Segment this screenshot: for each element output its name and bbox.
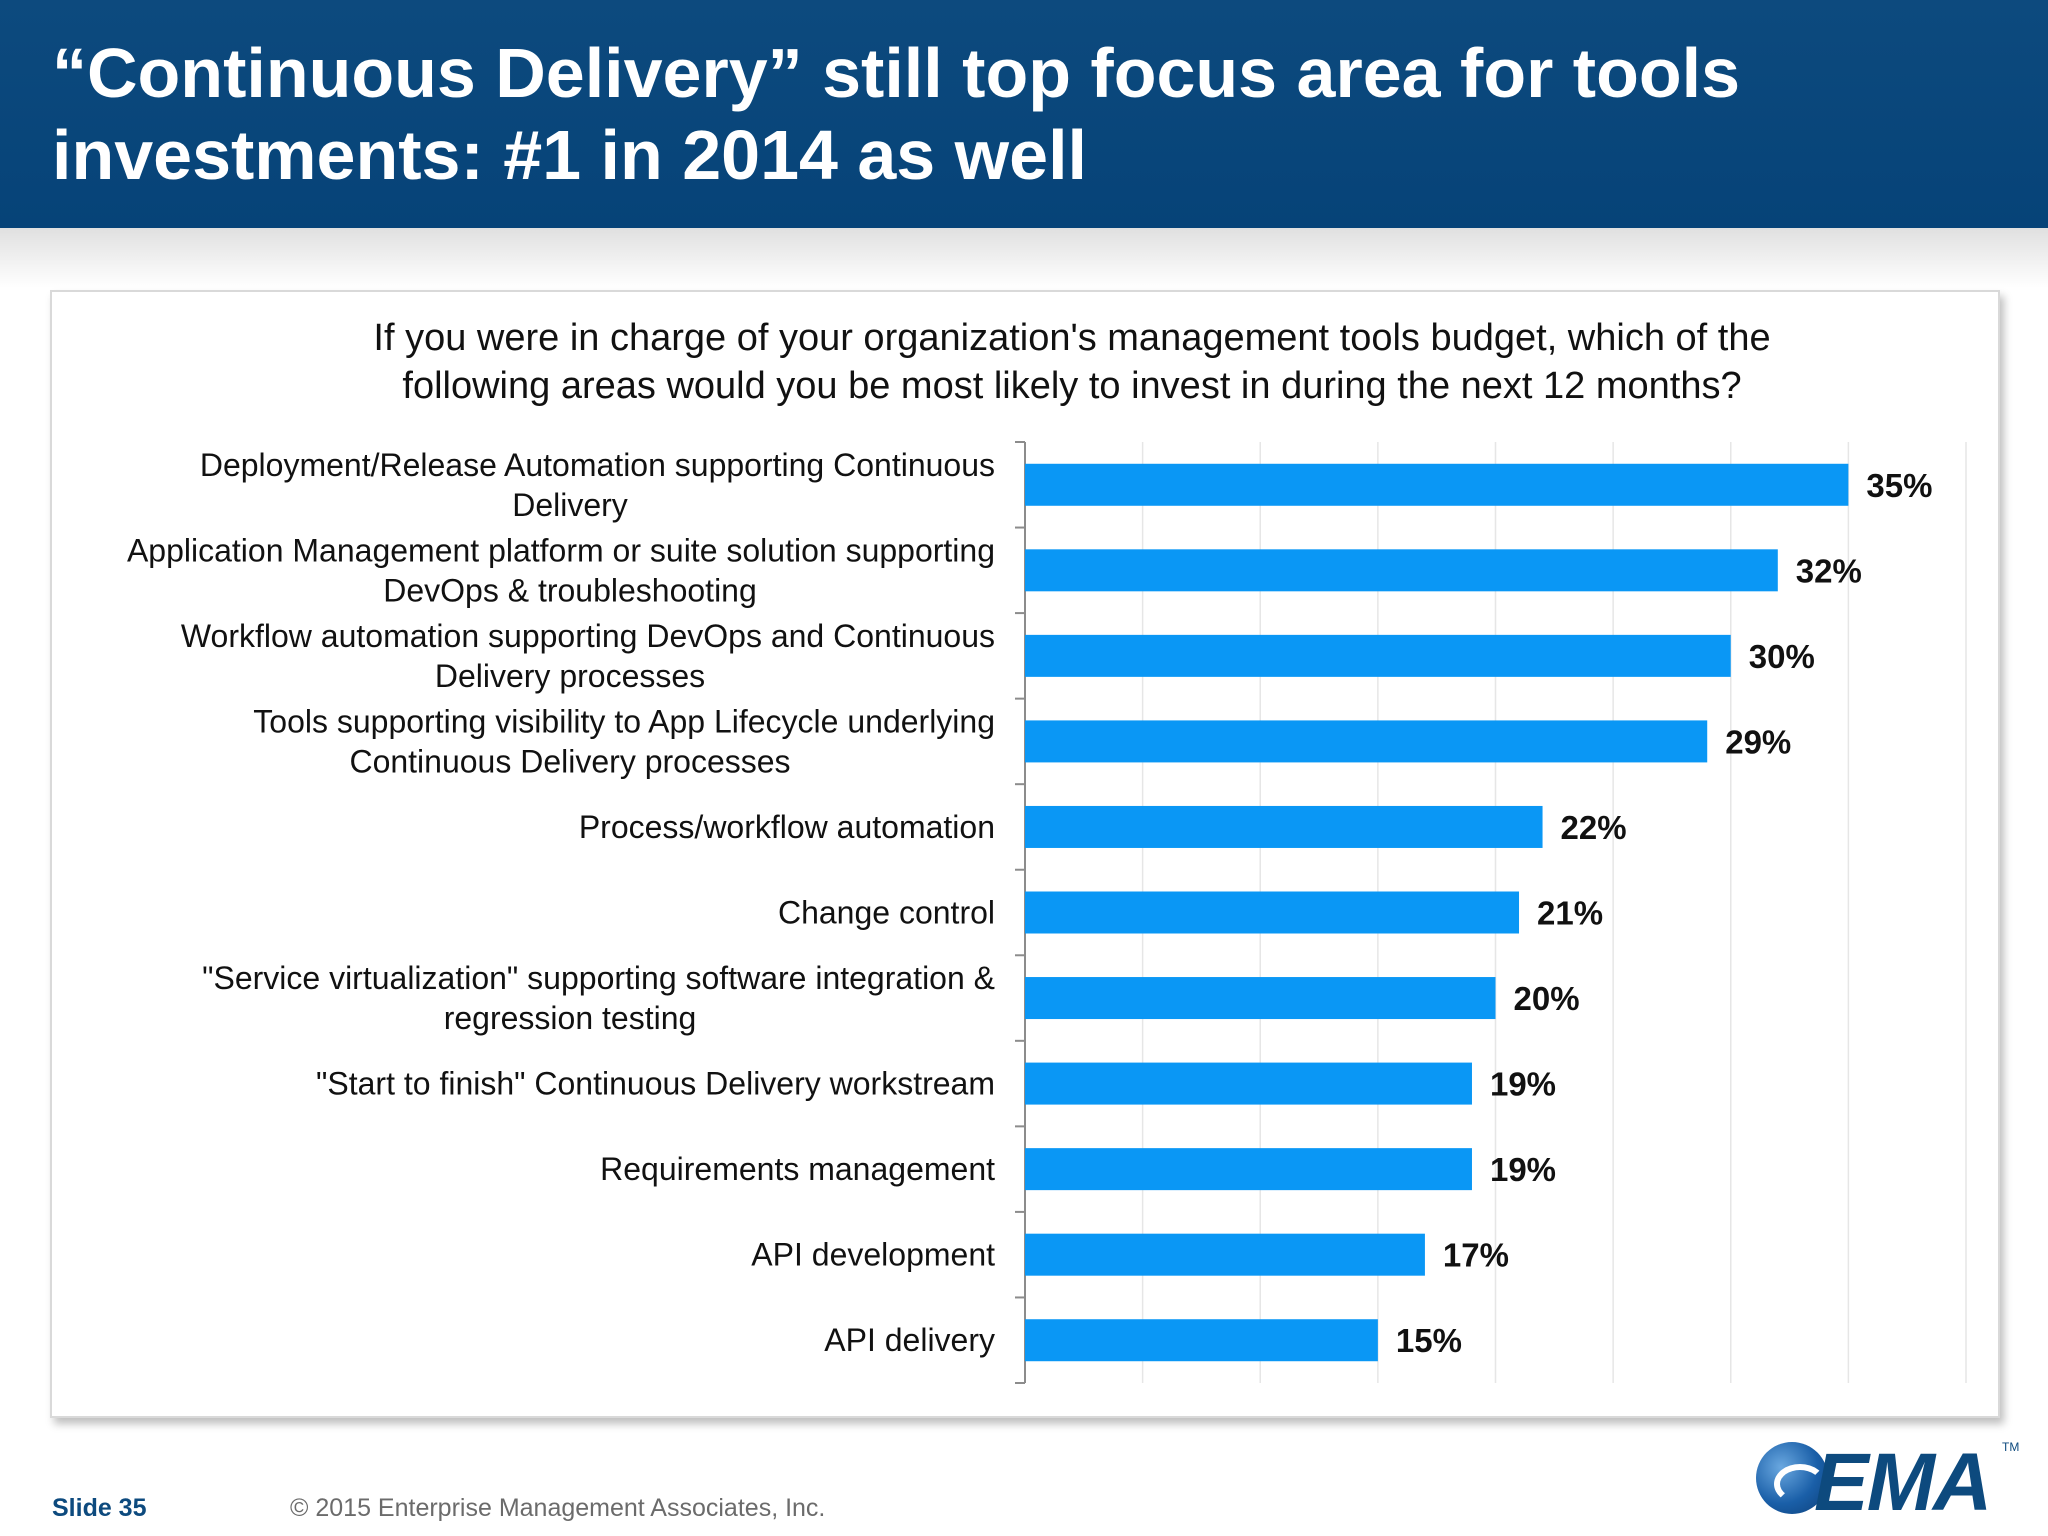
bar-value-label: 19% bbox=[1490, 1151, 1556, 1188]
category-label: API development bbox=[751, 1237, 995, 1273]
bar bbox=[1025, 549, 1778, 592]
bar-value-label: 35% bbox=[1866, 467, 1932, 504]
y-axis bbox=[1015, 441, 1026, 1384]
question-line-2: following areas would you be most likely… bbox=[402, 365, 1742, 407]
bar bbox=[1025, 1233, 1425, 1276]
category-label: Tools supporting visibility to App Lifec… bbox=[253, 703, 995, 739]
bar-value-label: 32% bbox=[1796, 552, 1862, 589]
category-label: Continuous Delivery processes bbox=[349, 743, 790, 779]
bar bbox=[1025, 891, 1520, 934]
bar bbox=[1025, 977, 1496, 1020]
category-label: Delivery bbox=[512, 487, 628, 523]
category-label: Process/workflow automation bbox=[579, 809, 995, 845]
bar bbox=[1025, 1319, 1378, 1362]
bar bbox=[1025, 1148, 1472, 1191]
bar-value-label: 21% bbox=[1537, 895, 1603, 932]
category-label: API delivery bbox=[824, 1322, 995, 1358]
bar-chart: 35% 32% 30% 29% 22% 21% 20% 19% 19% 17% 15% Deploy… bbox=[127, 441, 1967, 1384]
bar-value-label: 15% bbox=[1396, 1322, 1462, 1359]
bar-value-label: 22% bbox=[1561, 809, 1627, 846]
category-label: DevOps & troubleshooting bbox=[383, 572, 757, 608]
bar-value-label: 30% bbox=[1749, 638, 1815, 675]
category-label: regression testing bbox=[444, 1000, 697, 1036]
category-labels: Deployment/Release Automation supporting… bbox=[127, 447, 995, 1358]
category-label: "Service virtualization" supporting soft… bbox=[202, 960, 995, 996]
question-line-1: If you were in charge of your organizati… bbox=[373, 317, 1771, 359]
slide-number: Slide 35 bbox=[52, 1494, 147, 1522]
category-label: Deployment/Release Automation supporting… bbox=[200, 447, 995, 483]
bar-value-label: 19% bbox=[1490, 1066, 1556, 1103]
ema-logo-trademark: TM bbox=[2002, 1440, 2020, 1454]
ema-logo: EMA TM bbox=[1752, 1438, 2022, 1528]
bar-value-label: 20% bbox=[1514, 980, 1580, 1017]
header-shadow bbox=[0, 228, 2048, 288]
category-label: Application Management platform or suite… bbox=[127, 532, 995, 568]
category-label: Requirements management bbox=[600, 1151, 995, 1187]
page-title: “Continuous Delivery” still top focus ar… bbox=[52, 32, 1952, 196]
title-line-2: investments: #1 in 2014 as well bbox=[52, 116, 1087, 194]
title-line-1: “Continuous Delivery” still top focus ar… bbox=[52, 34, 1740, 112]
bar bbox=[1025, 720, 1708, 763]
category-label: Workflow automation supporting DevOps an… bbox=[181, 618, 995, 654]
category-label: Delivery processes bbox=[435, 658, 705, 694]
value-labels: 35% 32% 30% 29% 22% 21% 20% 19% 19% 17% 15% bbox=[1396, 467, 1933, 1359]
bar-value-label: 29% bbox=[1725, 723, 1791, 760]
bar bbox=[1025, 1062, 1472, 1105]
bar-value-label: 17% bbox=[1443, 1237, 1509, 1274]
bar bbox=[1025, 805, 1543, 848]
category-label: "Start to finish" Continuous Delivery wo… bbox=[316, 1066, 995, 1102]
bar bbox=[1025, 634, 1731, 677]
ema-logo-swirl-icon bbox=[1756, 1442, 1828, 1514]
chart-question: If you were in charge of your organizati… bbox=[202, 314, 1942, 410]
copyright-notice: © 2015 Enterprise Management Associates,… bbox=[290, 1494, 826, 1522]
category-label: Change control bbox=[778, 895, 995, 931]
bars bbox=[1025, 463, 1849, 1362]
header-banner: “Continuous Delivery” still top focus ar… bbox=[0, 0, 2048, 228]
bar bbox=[1025, 463, 1849, 506]
ema-logo-text: EMA bbox=[1814, 1437, 1992, 1528]
